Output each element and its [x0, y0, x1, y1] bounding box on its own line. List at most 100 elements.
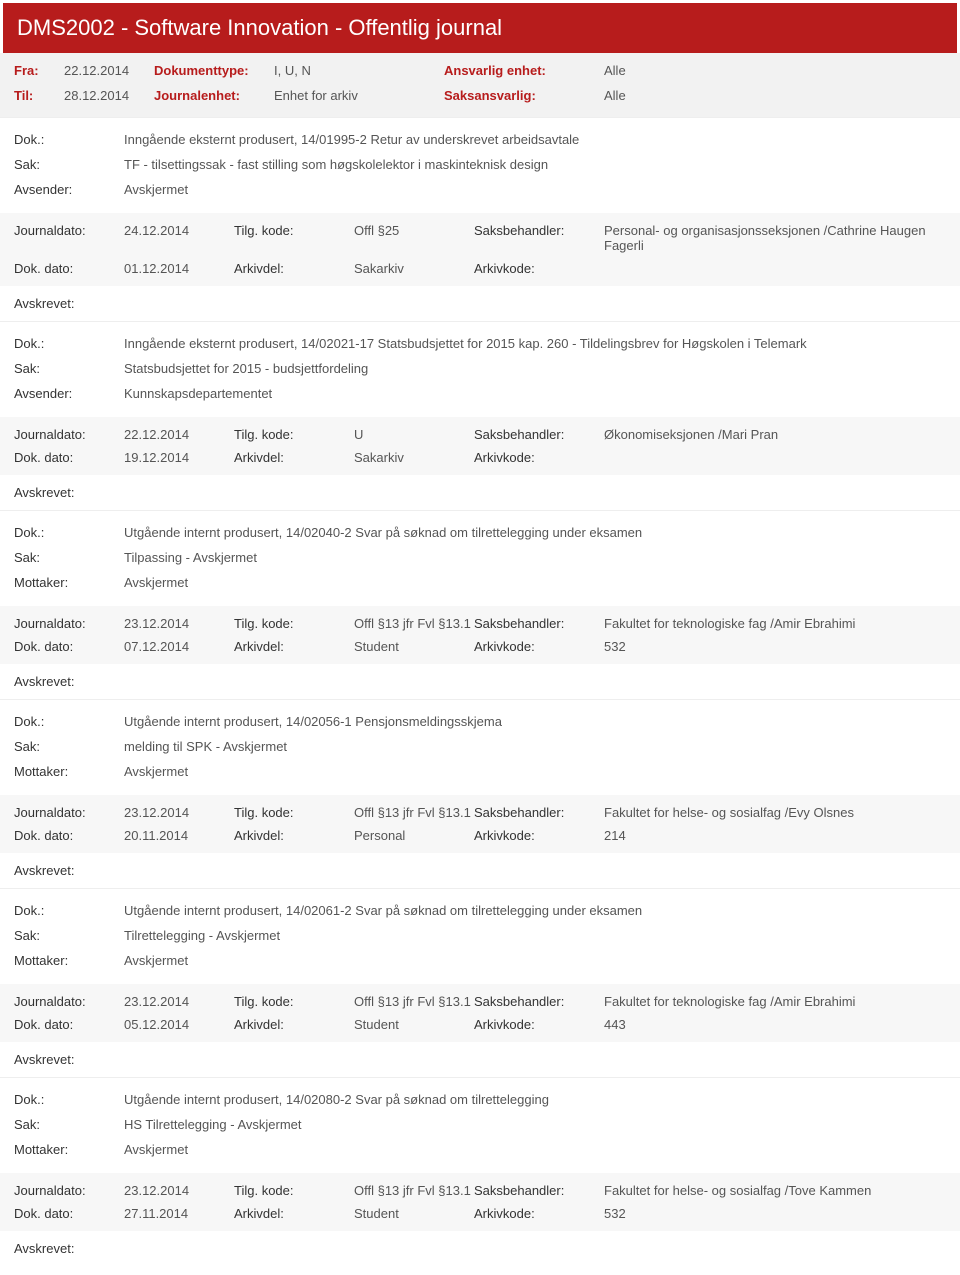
avskrevet-label: Avskrevet: [0, 853, 960, 888]
arkivkode-value: 532 [604, 1206, 946, 1221]
tilgkode-value: Offl §25 [354, 223, 474, 253]
party-value: Avskjermet [124, 764, 946, 779]
journaldato-value: 23.12.2014 [124, 994, 234, 1009]
journalenhet-value: Enhet for arkiv [274, 88, 444, 103]
saksbehandler-label: Saksbehandler: [474, 805, 604, 820]
dok-label: Dok.: [14, 903, 124, 918]
arkivkode-value [604, 450, 946, 465]
arkivdel-label: Arkivdel: [234, 639, 354, 654]
party-value: Avskjermet [124, 953, 946, 968]
journaldato-label: Journaldato: [14, 427, 124, 442]
fra-value: 22.12.2014 [64, 63, 154, 78]
fra-label: Fra: [14, 63, 64, 78]
ansvarlig-label: Ansvarlig enhet: [444, 63, 604, 78]
dok-value: Inngående eksternt produsert, 14/02021-1… [124, 336, 946, 351]
saksbehandler-label: Saksbehandler: [474, 616, 604, 631]
journaldato-label: Journaldato: [14, 994, 124, 1009]
journal-entry: Dok.: Utgående internt produsert, 14/020… [0, 888, 960, 1077]
dokdato-label: Dok. dato: [14, 828, 124, 843]
arkivdel-label: Arkivdel: [234, 1017, 354, 1032]
party-value: Avskjermet [124, 1142, 946, 1157]
dok-value: Utgående internt produsert, 14/02080-2 S… [124, 1092, 946, 1107]
arkivdel-value: Personal [354, 828, 474, 843]
arkivkode-value: 443 [604, 1017, 946, 1032]
dok-label: Dok.: [14, 336, 124, 351]
saksbehandler-value: Økonomiseksjonen /Mari Pran [604, 427, 946, 442]
arkivkode-label: Arkivkode: [474, 1017, 604, 1032]
ansvarlig-value: Alle [604, 63, 804, 78]
dok-value: Inngående eksternt produsert, 14/01995-2… [124, 132, 946, 147]
journal-entry: Dok.: Utgående internt produsert, 14/020… [0, 699, 960, 888]
app-title: DMS2002 - Software Innovation - Offentli… [0, 0, 960, 53]
journaldato-value: 23.12.2014 [124, 1183, 234, 1198]
tilgkode-label: Tilg. kode: [234, 1183, 354, 1198]
doktype-label: Dokumenttype: [154, 63, 274, 78]
dokdato-value: 01.12.2014 [124, 261, 234, 276]
dok-label: Dok.: [14, 132, 124, 147]
saksbehandler-value: Fakultet for teknologiske fag /Amir Ebra… [604, 616, 946, 631]
saksbehandler-label: Saksbehandler: [474, 994, 604, 1009]
dokdato-label: Dok. dato: [14, 450, 124, 465]
avskrevet-label: Avskrevet: [0, 475, 960, 510]
dok-value: Utgående internt produsert, 14/02056-1 P… [124, 714, 946, 729]
party-label: Mottaker: [14, 575, 124, 590]
tilgkode-label: Tilg. kode: [234, 994, 354, 1009]
sak-value: melding til SPK - Avskjermet [124, 739, 946, 754]
arkivkode-label: Arkivkode: [474, 639, 604, 654]
filter-header: Fra: 22.12.2014 Dokumenttype: I, U, N An… [0, 53, 960, 117]
journal-entry: Dok.: Utgående internt produsert, 14/020… [0, 1077, 960, 1266]
journal-entry: Dok.: Inngående eksternt produsert, 14/0… [0, 117, 960, 321]
saksbehandler-label: Saksbehandler: [474, 427, 604, 442]
arkivkode-label: Arkivkode: [474, 450, 604, 465]
party-label: Mottaker: [14, 953, 124, 968]
saksbehandler-value: Fakultet for helse- og sosialfag /Tove K… [604, 1183, 946, 1198]
journaldato-label: Journaldato: [14, 1183, 124, 1198]
party-value: Avskjermet [124, 575, 946, 590]
arkivdel-value: Student [354, 639, 474, 654]
dok-label: Dok.: [14, 525, 124, 540]
journaldato-value: 23.12.2014 [124, 805, 234, 820]
arkivkode-label: Arkivkode: [474, 1206, 604, 1221]
dokdato-value: 27.11.2014 [124, 1206, 234, 1221]
journaldato-label: Journaldato: [14, 616, 124, 631]
dokdato-label: Dok. dato: [14, 261, 124, 276]
arkivkode-label: Arkivkode: [474, 261, 604, 276]
dokdato-label: Dok. dato: [14, 1017, 124, 1032]
sak-label: Sak: [14, 928, 124, 943]
tilgkode-label: Tilg. kode: [234, 223, 354, 253]
arkivdel-value: Student [354, 1206, 474, 1221]
entries-list: Dok.: Inngående eksternt produsert, 14/0… [0, 117, 960, 1266]
journaldato-value: 22.12.2014 [124, 427, 234, 442]
saksbehandler-label: Saksbehandler: [474, 223, 604, 253]
sak-value: HS Tilrettelegging - Avskjermet [124, 1117, 946, 1132]
arkivdel-label: Arkivdel: [234, 450, 354, 465]
saksbehandler-value: Fakultet for teknologiske fag /Amir Ebra… [604, 994, 946, 1009]
dokdato-value: 19.12.2014 [124, 450, 234, 465]
journaldato-label: Journaldato: [14, 805, 124, 820]
sak-value: Tilpassing - Avskjermet [124, 550, 946, 565]
journalenhet-label: Journalenhet: [154, 88, 274, 103]
arkivdel-label: Arkivdel: [234, 828, 354, 843]
tilgkode-label: Tilg. kode: [234, 427, 354, 442]
dokdato-value: 20.11.2014 [124, 828, 234, 843]
party-value: Kunnskapsdepartementet [124, 386, 946, 401]
journal-entry: Dok.: Inngående eksternt produsert, 14/0… [0, 321, 960, 510]
dok-label: Dok.: [14, 714, 124, 729]
saksbehandler-value: Personal- og organisasjonsseksjonen /Cat… [604, 223, 946, 253]
arkivdel-value: Sakarkiv [354, 450, 474, 465]
sak-label: Sak: [14, 550, 124, 565]
tilgkode-label: Tilg. kode: [234, 805, 354, 820]
avskrevet-label: Avskrevet: [0, 664, 960, 699]
til-value: 28.12.2014 [64, 88, 154, 103]
til-label: Til: [14, 88, 64, 103]
arkivkode-label: Arkivkode: [474, 828, 604, 843]
sak-value: Statsbudsjettet for 2015 - budsjettforde… [124, 361, 946, 376]
tilgkode-label: Tilg. kode: [234, 616, 354, 631]
arkivkode-value [604, 261, 946, 276]
saksansvarlig-label: Saksansvarlig: [444, 88, 604, 103]
sak-value: Tilrettelegging - Avskjermet [124, 928, 946, 943]
sak-label: Sak: [14, 739, 124, 754]
journaldato-label: Journaldato: [14, 223, 124, 253]
arkivkode-value: 214 [604, 828, 946, 843]
saksbehandler-value: Fakultet for helse- og sosialfag /Evy Ol… [604, 805, 946, 820]
